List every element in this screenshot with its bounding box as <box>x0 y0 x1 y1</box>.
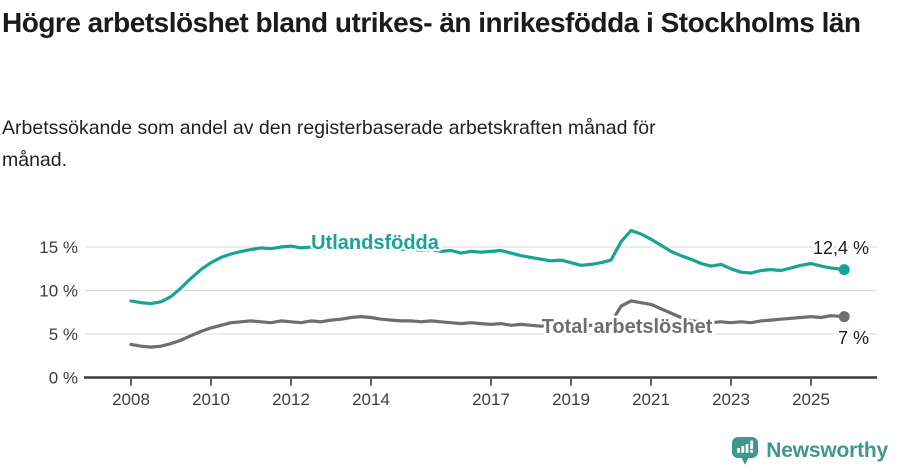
logo-bar-1 <box>737 448 741 453</box>
series-line-total <box>129 299 846 349</box>
x-tick-label: 2017 <box>472 390 510 409</box>
logo-exclamation-bar <box>750 440 754 449</box>
chart-subtitle: Arbetssökande som andel av den registerb… <box>2 117 656 172</box>
series-label-utlandsfodda: Utlandsfödda <box>311 232 440 254</box>
x-tick-label: 2012 <box>272 390 310 409</box>
x-tick-label: 2019 <box>552 390 590 409</box>
newsworthy-logo: Newsworthy <box>731 436 888 466</box>
chart-title: Högre arbetslöshet bland utrikes- än inr… <box>2 7 861 38</box>
x-tick-label: 2023 <box>712 390 750 409</box>
end-value-label-total: 7 % <box>838 328 869 348</box>
logo-bar-3 <box>745 444 749 453</box>
x-tick-label: 2008 <box>112 390 150 409</box>
logo-exclamation-dot <box>750 449 754 453</box>
y-tick-label: 10 % <box>39 282 78 301</box>
logo-bar-2 <box>741 446 745 453</box>
x-tick-label: 2021 <box>632 390 670 409</box>
end-dot-utlandsfodda <box>838 264 850 276</box>
logo-bubble-shape <box>732 437 759 465</box>
x-tick-label: 2025 <box>792 390 830 409</box>
x-tick-label: 2014 <box>352 390 390 409</box>
series-label-total: Total arbetslöshet <box>542 316 713 338</box>
newsworthy-logo-icon <box>732 437 759 465</box>
y-tick-label: 5 % <box>49 325 78 344</box>
x-tick-label: 2010 <box>192 390 230 409</box>
y-tick-label: 0 % <box>49 369 78 388</box>
y-tick-label: 15 % <box>39 238 78 257</box>
end-dot-total <box>838 311 850 323</box>
series-line-utlandsfodda <box>129 228 846 306</box>
end-value-label-utlandsfodda: 12,4 % <box>813 238 869 258</box>
newsworthy-brand-text: Newsworthy <box>766 439 888 462</box>
